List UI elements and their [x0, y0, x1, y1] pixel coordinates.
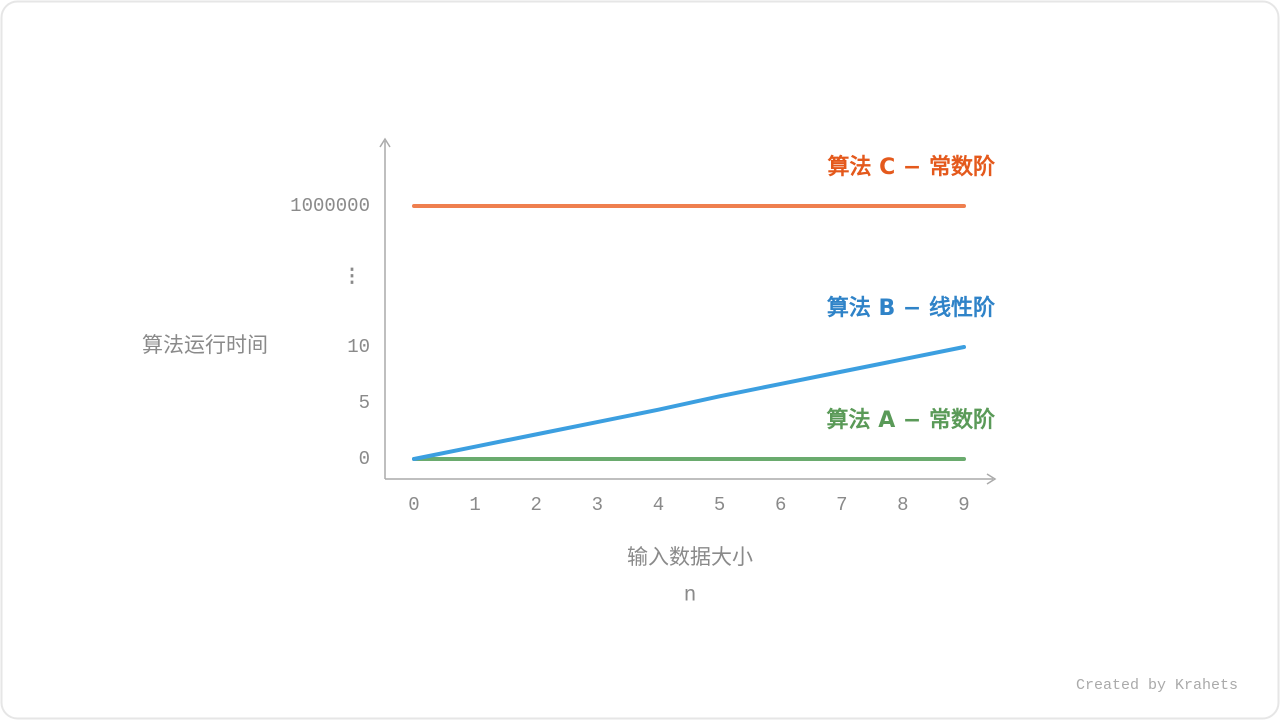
- x-arrow: [986, 473, 997, 485]
- x-tick-label: 0: [408, 494, 419, 516]
- axis-break: ⋮: [343, 266, 362, 288]
- y-tick-label: 10: [347, 336, 370, 358]
- y-axis-label: 算法运行时间: [142, 333, 268, 357]
- footer: Created by Krahets: [1076, 677, 1238, 694]
- series-label: 算法 C − 常数阶: [827, 154, 996, 180]
- x-tick-label: 9: [958, 494, 969, 516]
- x-tick-label: 5: [714, 494, 725, 516]
- x-tick-label: 3: [592, 494, 603, 516]
- x-tick-label: 4: [653, 494, 664, 516]
- y-tick-label: 5: [359, 392, 370, 414]
- x-tick-label: 2: [531, 494, 542, 516]
- x-tick-label: 7: [836, 494, 847, 516]
- y-tick-label: 0: [359, 448, 370, 470]
- y-tick-label: 1000000: [290, 195, 370, 217]
- x-tick-label: 1: [469, 494, 480, 516]
- series-line: [412, 345, 966, 461]
- y-arrow: [379, 137, 391, 148]
- series-label: 算法 A − 常数阶: [827, 407, 996, 433]
- x-tick-label: 8: [897, 494, 908, 516]
- x-axis-label: 输入数据大小: [627, 545, 753, 569]
- x-tick-label: 6: [775, 494, 786, 516]
- series-label: 算法 B − 线性阶: [827, 295, 996, 321]
- x-axis-symbol: n: [684, 585, 697, 608]
